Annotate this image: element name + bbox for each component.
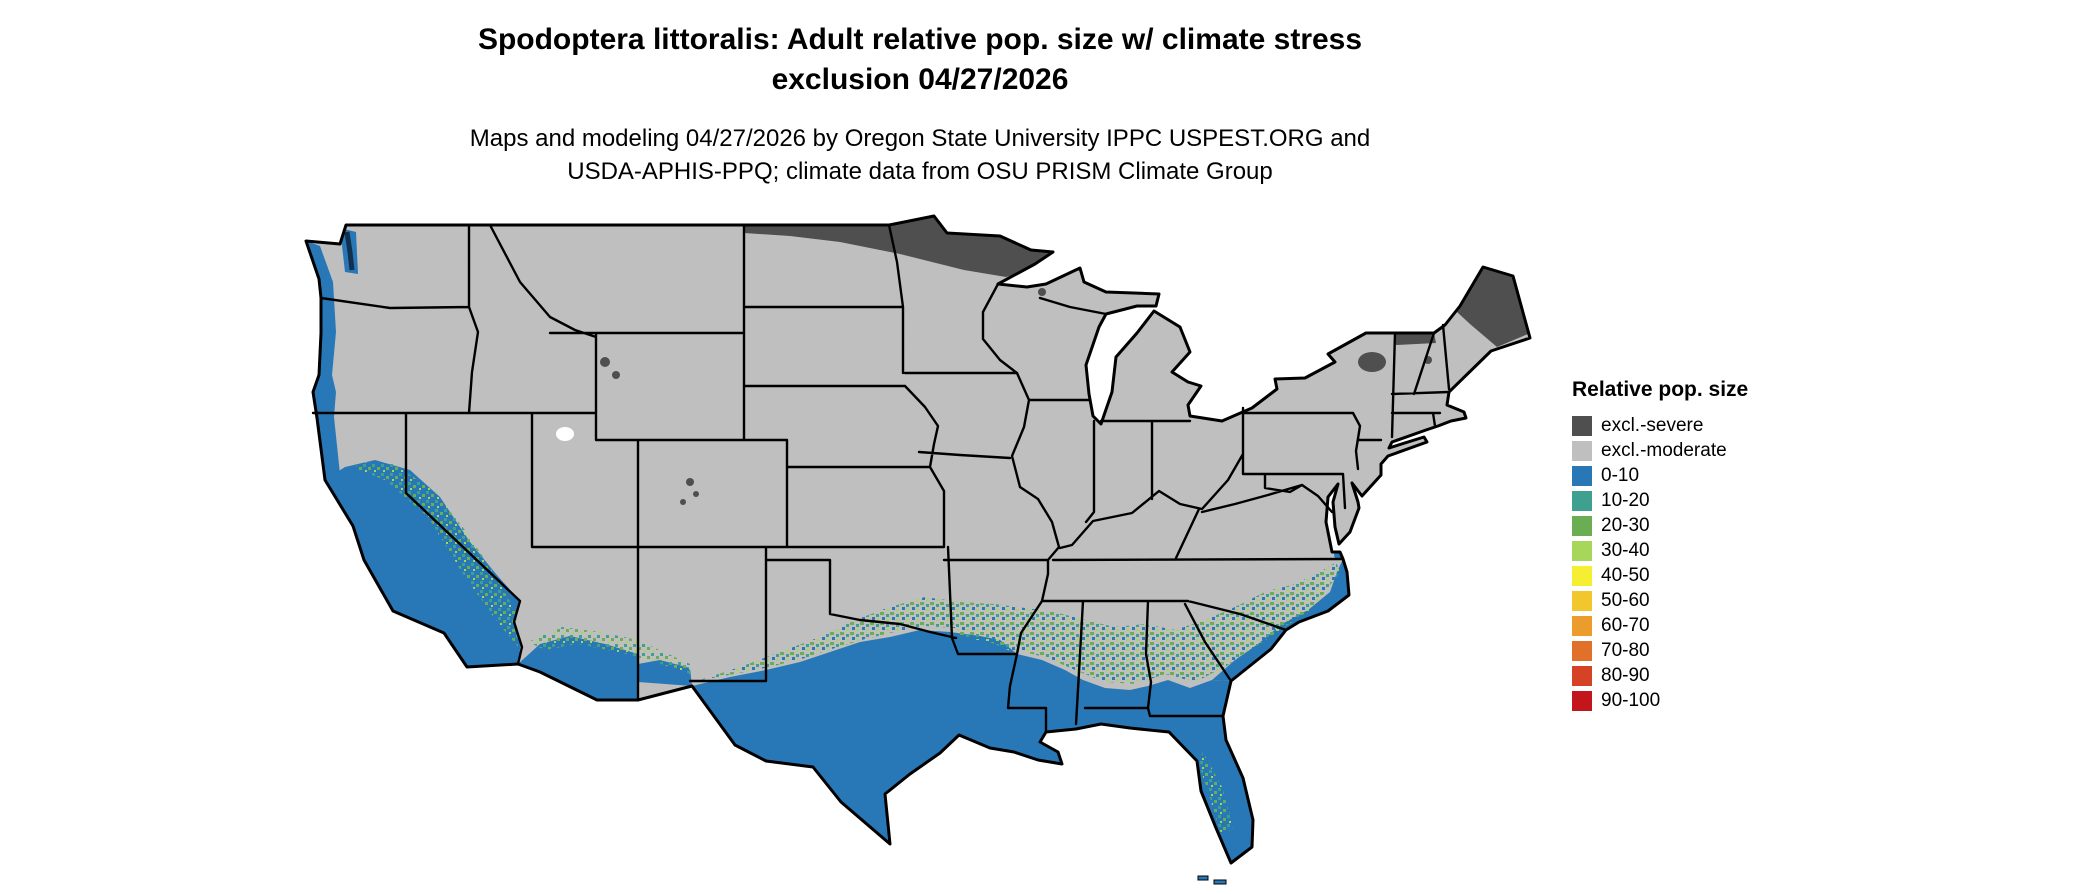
legend-label: 80-90: [1601, 665, 1650, 686]
legend-label: excl.-moderate: [1601, 440, 1727, 461]
legend-item: 60-70: [1572, 613, 1832, 638]
legend-swatch: [1572, 465, 1592, 486]
state-borders: [311, 223, 1451, 734]
legend-label: excl.-severe: [1601, 415, 1704, 436]
legend-item: 20-30: [1572, 513, 1832, 538]
legend-item: 10-20: [1572, 488, 1832, 513]
map-legend: Relative pop. size excl.-severe excl.-mod…: [1572, 378, 1832, 713]
legend-swatch: [1572, 565, 1592, 586]
figure-subtitle: Maps and modeling 04/27/2026 by Oregon S…: [0, 122, 1840, 188]
pop-10-40-speckle-regions: [355, 462, 1340, 837]
legend-swatch: [1572, 665, 1592, 686]
legend-swatch: [1572, 640, 1592, 661]
legend-label: 0-10: [1601, 465, 1640, 486]
us-map-container: [300, 212, 1540, 894]
legend-item: excl.-severe: [1572, 413, 1832, 438]
subtitle-line-2: USDA-APHIS-PPQ; climate data from OSU PR…: [567, 158, 1273, 185]
legend-label: 40-50: [1601, 565, 1650, 586]
legend-swatch: [1572, 490, 1592, 511]
legend-label: 10-20: [1601, 490, 1650, 511]
legend-swatch: [1572, 540, 1592, 561]
title-line-2: exclusion 04/27/2026: [771, 63, 1069, 96]
legend-item: 50-60: [1572, 588, 1832, 613]
figure-title: Spodoptera littoralis: Adult relative po…: [0, 20, 1840, 100]
legend-item: 40-50: [1572, 563, 1832, 588]
subtitle-line-1: Maps and modeling 04/27/2026 by Oregon S…: [469, 125, 1371, 152]
us-outline: [304, 214, 1532, 865]
legend-swatch: [1572, 515, 1592, 536]
water-features: [344, 231, 574, 441]
severe-exclusion-regions: [600, 216, 1528, 505]
map-fill-layers: [306, 216, 1530, 863]
legend-swatch: [1572, 415, 1592, 436]
legend-items: excl.-severe excl.-moderate 0-10 10-20 20-30…: [1572, 413, 1832, 713]
legend-swatch: [1572, 690, 1592, 711]
legend-item: excl.-moderate: [1572, 438, 1832, 463]
legend-item: 90-100: [1572, 688, 1832, 713]
legend-label: 60-70: [1601, 615, 1650, 636]
pop-0-10-regions: [306, 228, 1349, 863]
legend-swatch: [1572, 615, 1592, 636]
florida-keys: [1197, 875, 1227, 885]
legend-label: 90-100: [1601, 690, 1661, 711]
legend-item: 70-80: [1572, 638, 1832, 663]
title-line-1: Spodoptera littoralis: Adult relative po…: [477, 23, 1363, 56]
legend-item: 80-90: [1572, 663, 1832, 688]
legend-label: 20-30: [1601, 515, 1650, 536]
legend-label: 30-40: [1601, 540, 1650, 561]
legend-title: Relative pop. size: [1572, 378, 1749, 401]
legend-item: 0-10: [1572, 463, 1832, 488]
legend-label: 50-60: [1601, 590, 1650, 611]
land-base: [306, 216, 1530, 863]
legend-swatch: [1572, 590, 1592, 611]
legend-swatch: [1572, 440, 1592, 461]
us-map: [304, 214, 1532, 885]
legend-item: 30-40: [1572, 538, 1832, 563]
legend-label: 70-80: [1601, 640, 1650, 661]
